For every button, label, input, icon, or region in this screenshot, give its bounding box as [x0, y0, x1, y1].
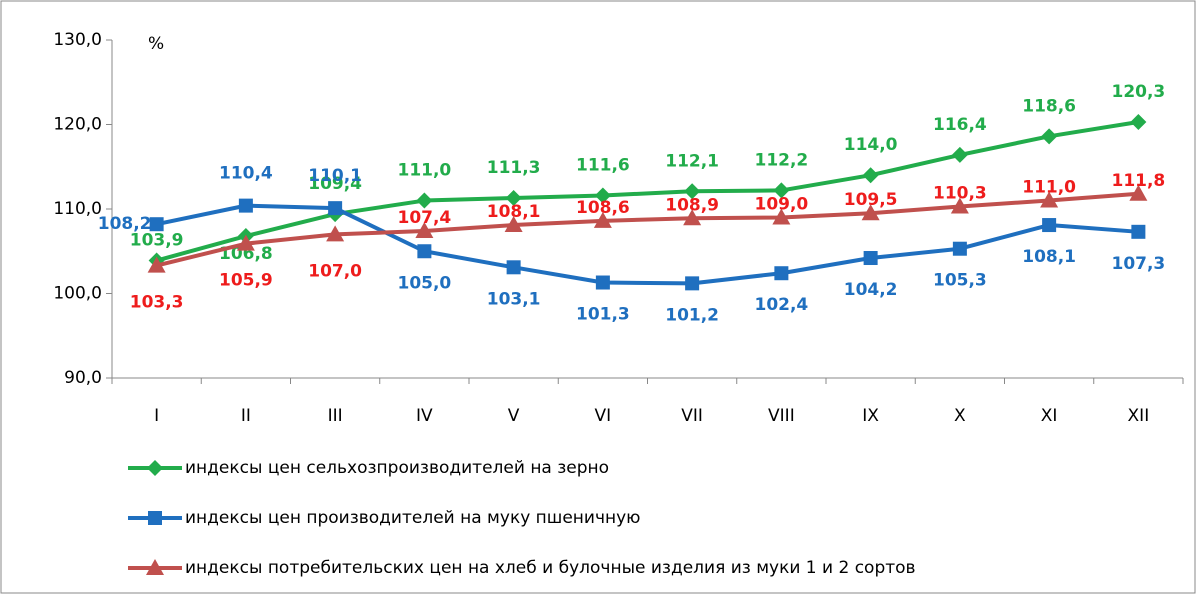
- x-tick-label: II: [241, 406, 251, 426]
- marker: [1131, 224, 1146, 239]
- data-label: 111,0: [1022, 178, 1076, 198]
- x-tick-label: XI: [1041, 406, 1058, 426]
- y-tick-label: 110,0: [53, 199, 102, 219]
- marker: [147, 256, 166, 273]
- x-tick-label: X: [954, 406, 966, 426]
- marker: [416, 192, 433, 209]
- marker: [774, 266, 789, 281]
- data-label: 110,4: [219, 164, 273, 184]
- marker: [1041, 128, 1058, 145]
- marker: [506, 260, 521, 275]
- marker: [326, 225, 345, 242]
- marker: [861, 204, 880, 221]
- marker: [147, 460, 163, 476]
- marker: [1040, 191, 1059, 208]
- data-label: 101,3: [576, 305, 630, 325]
- data-label: 112,1: [665, 151, 719, 171]
- data-label: 108,1: [487, 202, 541, 222]
- data-label: 102,4: [754, 295, 808, 315]
- data-label: 108,6: [576, 198, 630, 218]
- data-label: 107,4: [397, 208, 451, 228]
- marker: [950, 197, 969, 214]
- data-label: 110,1: [308, 166, 362, 186]
- data-label: 107,3: [1111, 254, 1165, 274]
- data-label: 104,2: [844, 280, 898, 300]
- marker: [1042, 218, 1057, 233]
- data-label: 111,8: [1111, 171, 1165, 191]
- data-label: 101,2: [665, 305, 719, 325]
- data-label: 110,3: [933, 183, 987, 203]
- marker: [863, 251, 878, 266]
- marker: [146, 559, 164, 575]
- data-label: 103,3: [130, 293, 184, 313]
- marker: [595, 275, 610, 290]
- legend-label: индексы потребительских цен на хлеб и бу…: [185, 558, 916, 578]
- x-tick-label: V: [508, 406, 520, 426]
- marker: [862, 167, 879, 184]
- data-label: 120,3: [1111, 82, 1165, 102]
- marker: [238, 198, 253, 213]
- marker: [684, 183, 701, 200]
- y-tick-label: 90,0: [64, 368, 102, 388]
- marker: [952, 241, 967, 256]
- data-label: 107,0: [308, 261, 362, 281]
- data-label: 109,5: [844, 190, 898, 210]
- x-tick-label: I: [154, 406, 159, 426]
- data-label: 116,4: [933, 115, 987, 135]
- series-line: [156, 191, 1139, 268]
- series-line: [156, 119, 1139, 263]
- marker: [772, 208, 791, 225]
- data-label: 105,9: [219, 271, 273, 291]
- marker: [417, 244, 432, 259]
- data-label: 112,2: [754, 150, 808, 170]
- data-label: 111,3: [487, 158, 541, 178]
- marker: [236, 234, 255, 251]
- data-label: 109,4: [308, 174, 362, 194]
- x-tick-label: VIII: [768, 406, 795, 426]
- data-label: 111,6: [576, 155, 630, 175]
- data-label: 103,1: [487, 289, 541, 309]
- data-label: 109,0: [754, 194, 808, 214]
- marker: [593, 211, 612, 228]
- marker: [1129, 184, 1148, 201]
- data-label: 103,9: [130, 231, 184, 251]
- data-label: 108,2: [98, 214, 152, 234]
- data-label: 105,3: [933, 271, 987, 291]
- data-label: 106,8: [219, 244, 273, 264]
- marker: [148, 511, 162, 525]
- marker: [685, 276, 700, 291]
- marker: [415, 221, 434, 238]
- marker: [328, 201, 343, 216]
- legend-label: индексы цен производителей на муку пшени…: [185, 508, 641, 528]
- x-tick-label: VI: [595, 406, 612, 426]
- marker: [1130, 113, 1147, 130]
- marker: [594, 187, 611, 204]
- data-label: 114,0: [844, 135, 898, 155]
- legend-label: индексы цен сельхозпроизводителей на зер…: [185, 458, 609, 478]
- data-label: 108,9: [665, 195, 719, 215]
- x-tick-label: IX: [862, 406, 879, 426]
- marker: [149, 217, 164, 232]
- marker: [951, 146, 968, 163]
- series-line: [156, 203, 1139, 286]
- marker: [683, 209, 702, 226]
- marker: [773, 182, 790, 199]
- data-label: 111,0: [397, 161, 451, 181]
- y-tick-label: 130,0: [53, 30, 102, 50]
- marker: [504, 216, 523, 233]
- data-label: 118,6: [1022, 96, 1076, 116]
- x-tick-label: III: [328, 406, 343, 426]
- y-axis-label: %: [148, 34, 164, 54]
- x-tick-label: VII: [681, 406, 703, 426]
- x-tick-label: XII: [1128, 406, 1150, 426]
- data-label: 105,0: [397, 273, 451, 293]
- x-tick-label: IV: [416, 406, 433, 426]
- data-label: 108,1: [1022, 247, 1076, 267]
- y-tick-label: 100,0: [53, 284, 102, 304]
- marker: [505, 190, 522, 207]
- y-tick-label: 120,0: [53, 115, 102, 135]
